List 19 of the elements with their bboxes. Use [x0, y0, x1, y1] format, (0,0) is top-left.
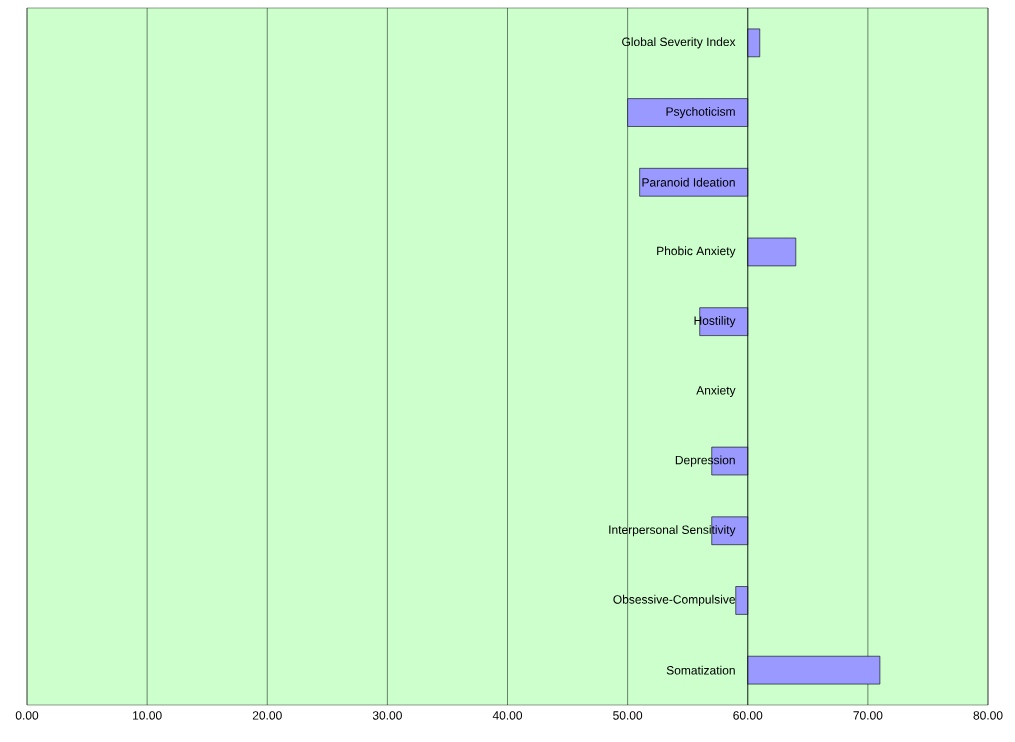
y-tick-label: Obsessive-Compulsive [613, 594, 735, 607]
x-tick-label: 30.00 [372, 711, 402, 720]
x-tick-label: 50.00 [613, 711, 643, 720]
x-tick-label: 10.00 [133, 711, 162, 720]
y-tick-label: Anxiety [696, 385, 736, 397]
x-tick-label: 80.00 [973, 711, 1003, 720]
x-tick-label: 40.00 [492, 711, 523, 720]
x-tick-label: 0.00 [15, 711, 39, 720]
y-tick-label: Depression [675, 455, 735, 467]
y-tick-label: Phobic Anxiety [657, 246, 736, 258]
y-tick-label: Interpersonal Sensitivity [609, 525, 736, 537]
x-tick-label: 70.00 [853, 711, 883, 720]
y-tick-label: Hostility [694, 316, 736, 328]
x-tick-label: 60.00 [733, 711, 763, 720]
x-tick-label: 20.00 [252, 711, 282, 720]
y-tick-label: Global Severity Index [622, 37, 736, 49]
y-tick-label: Psychoticism [666, 106, 735, 119]
y-tick-label: Somatization [666, 665, 735, 675]
y-tick-label: Paranoid Ideation [642, 177, 735, 187]
